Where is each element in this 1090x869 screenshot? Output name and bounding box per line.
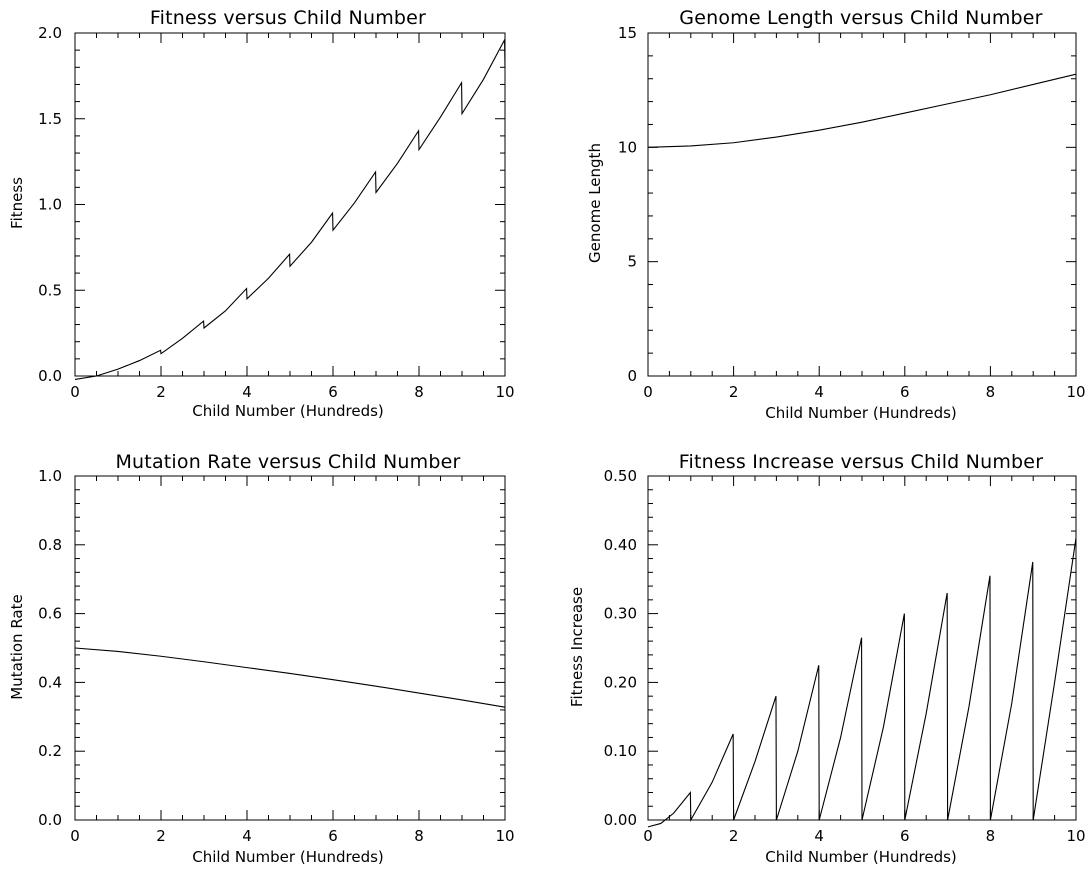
x-tick-label: 2: [729, 827, 739, 845]
y-tick-label: 0: [627, 367, 637, 385]
y-tick-label: 1.0: [38, 196, 62, 214]
y-tick-label: 0.5: [38, 281, 62, 299]
chart-title: Fitness Increase versus Child Number: [679, 451, 1043, 473]
x-tick-label: 4: [814, 827, 824, 845]
x-tick-label: 2: [729, 383, 739, 401]
x-tick-label: 2: [156, 827, 166, 845]
panel-fitness: Fitness versus Child Number Child Number…: [8, 7, 515, 420]
x-tick-label: 8: [986, 383, 996, 401]
x-tick-label: 10: [495, 383, 514, 401]
y-tick-label: 5: [627, 253, 637, 271]
x-tick-label: 2: [156, 383, 166, 401]
plot-frame: [74, 32, 506, 377]
y-tick-label: 0.0: [38, 811, 62, 829]
x-axis-label: Child Number (Hundreds): [765, 404, 957, 422]
x-axis-label: Child Number (Hundreds): [765, 848, 957, 866]
series-line: [647, 73, 1077, 148]
y-tick-label: 0.4: [38, 673, 62, 691]
panel-mutation-rate: Mutation Rate versus Child Number Child …: [8, 451, 515, 866]
x-tick-label: 0: [643, 383, 653, 401]
y-axis-label: Genome Length: [586, 143, 604, 263]
series-line: [74, 647, 506, 708]
x-tick-label: 10: [1066, 383, 1085, 401]
x-tick-label: 4: [242, 383, 252, 401]
y-tick-label: 0.8: [38, 536, 62, 554]
series-line: [647, 537, 1077, 828]
chart-title: Mutation Rate versus Child Number: [115, 451, 460, 473]
chart-title: Genome Length versus Child Number: [679, 7, 1042, 29]
x-tick-label: 10: [495, 827, 514, 845]
y-tick-label: 2.0: [38, 24, 62, 42]
x-tick-label: 8: [986, 827, 996, 845]
x-tick-label: 0: [70, 383, 80, 401]
x-tick-label: 8: [414, 383, 424, 401]
y-tick-label: 0.0: [38, 367, 62, 385]
y-tick-label: 0.2: [38, 742, 62, 760]
chart-title: Fitness versus Child Number: [150, 7, 426, 29]
plot-frame: [74, 475, 506, 821]
x-tick-label: 0: [70, 827, 80, 845]
panel-fitness-increase: Fitness Increase versus Child Number Chi…: [568, 451, 1086, 866]
plot-frame: [647, 32, 1077, 377]
y-tick-label: 0.00: [604, 811, 637, 829]
y-tick-label: 0.6: [38, 605, 62, 623]
y-tick-label: 15: [618, 24, 637, 42]
x-axis-label: Child Number (Hundreds): [192, 848, 384, 866]
y-tick-label: 1.0: [38, 467, 62, 485]
y-tick-label: 0.50: [604, 467, 637, 485]
x-tick-label: 0: [643, 827, 653, 845]
y-axis-label: Fitness Increase: [568, 587, 586, 707]
x-tick-label: 6: [328, 827, 338, 845]
y-tick-label: 0.30: [604, 605, 637, 623]
panel-genome-length: Genome Length versus Child Number Child …: [586, 7, 1086, 422]
y-tick-label: 0.10: [604, 742, 637, 760]
x-axis-label: Child Number (Hundreds): [192, 402, 384, 420]
y-tick-label: 1.5: [38, 110, 62, 128]
x-tick-label: 6: [900, 827, 910, 845]
x-tick-label: 4: [814, 383, 824, 401]
x-tick-label: 4: [242, 827, 252, 845]
y-axis-label: Mutation Rate: [8, 594, 26, 699]
series-line: [74, 37, 506, 380]
x-tick-label: 6: [328, 383, 338, 401]
x-tick-label: 6: [900, 383, 910, 401]
y-tick-label: 10: [618, 138, 637, 156]
y-tick-label: 0.40: [604, 536, 637, 554]
y-tick-label: 0.20: [604, 673, 637, 691]
x-tick-label: 10: [1066, 827, 1085, 845]
y-axis-label: Fitness: [8, 177, 26, 229]
x-tick-label: 8: [414, 827, 424, 845]
